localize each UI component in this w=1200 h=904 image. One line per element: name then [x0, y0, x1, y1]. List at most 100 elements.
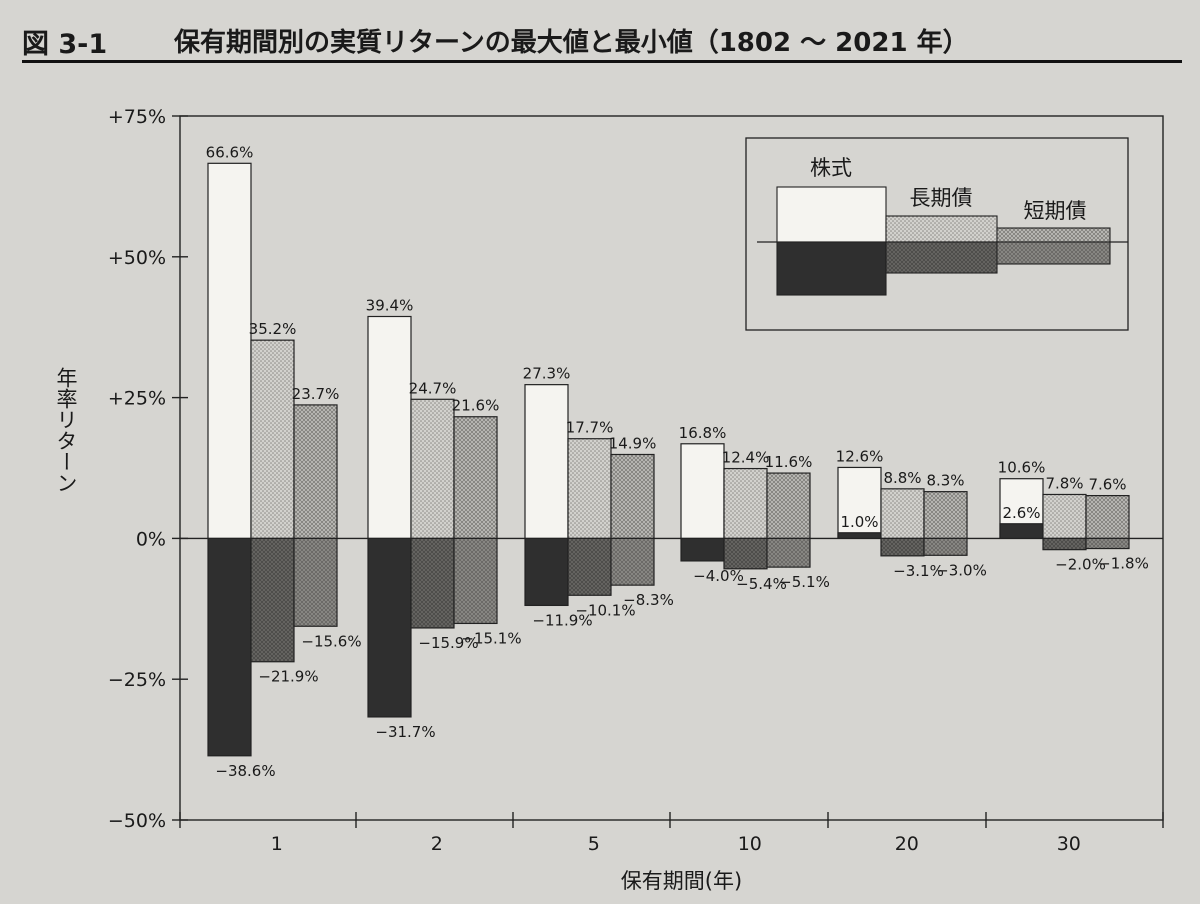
- data-label-min: −15.1%: [461, 629, 521, 647]
- data-label-min: −4.0%: [693, 567, 744, 585]
- bar-max: [680, 443, 725, 540]
- data-label-min: −1.8%: [1098, 555, 1149, 573]
- data-label-min: −5.4%: [736, 575, 787, 593]
- bar-min: [880, 537, 925, 557]
- data-label-min: −8.3%: [623, 591, 674, 609]
- bar-max: [367, 315, 412, 540]
- x-tick-label: 30: [1057, 833, 1081, 855]
- x-axis-title: 保有期間(年): [621, 869, 742, 893]
- plot-frame: [179, 115, 1164, 821]
- bar-min: [923, 537, 968, 556]
- bar-max: [293, 404, 338, 539]
- bar-max: [207, 162, 252, 539]
- data-label-max: 14.9%: [609, 434, 657, 452]
- bar-max: [1042, 493, 1087, 539]
- data-label-max: 39.4%: [366, 296, 414, 314]
- x-tick-label: 10: [738, 833, 762, 855]
- figure-header: 図 3-1 保有期間別の実質リターンの最大値と最小値（1802 ～ 2021 年…: [22, 14, 1182, 70]
- data-label-max: 35.2%: [249, 320, 297, 338]
- bar-max: [567, 438, 612, 539]
- data-label-min: −3.1%: [893, 562, 944, 580]
- data-label-max: 24.7%: [409, 379, 457, 397]
- bar-min: [610, 537, 655, 586]
- legend-swatch-min: [776, 241, 887, 296]
- data-label-min: 2.6%: [1002, 504, 1040, 522]
- data-label-max: 7.6%: [1088, 476, 1126, 494]
- data-label-min: −2.0%: [1055, 556, 1106, 574]
- bar-min: [293, 537, 338, 627]
- bar-min: [1085, 537, 1130, 550]
- data-label-min: −5.1%: [779, 573, 830, 591]
- data-label-max: 23.7%: [292, 385, 340, 403]
- data-label-min: −3.0%: [936, 561, 987, 579]
- bar-min: [723, 537, 768, 570]
- data-label-max: 8.3%: [926, 472, 964, 490]
- data-label-max: 27.3%: [523, 365, 571, 383]
- figure-number: 図 3-1: [22, 29, 108, 60]
- x-tick-label: 5: [588, 833, 600, 855]
- data-label-min: −38.6%: [215, 762, 275, 780]
- data-label-max: 10.6%: [998, 459, 1046, 477]
- bar-min: [999, 523, 1044, 539]
- legend-swatch-min: [996, 241, 1111, 265]
- y-axis-title: 年率リターン: [54, 367, 78, 493]
- legend-label: 長期債: [910, 186, 973, 210]
- bar-min: [567, 537, 612, 596]
- x-tick-label: 2: [431, 833, 443, 855]
- bar-min: [1042, 537, 1087, 551]
- data-label-min: 1.0%: [840, 513, 878, 531]
- data-label-min: −10.1%: [575, 601, 635, 619]
- data-label-min: −21.9%: [258, 668, 318, 686]
- bar-max: [766, 472, 811, 539]
- data-label-min: −11.9%: [532, 611, 592, 629]
- legend-swatch-max: [996, 227, 1111, 243]
- bar-min: [207, 537, 252, 757]
- data-label-max: 21.6%: [452, 397, 500, 415]
- bar-max: [250, 339, 295, 539]
- bar-min: [453, 537, 498, 625]
- bar-min: [680, 537, 725, 562]
- data-label-max: 16.8%: [679, 424, 727, 442]
- x-tick-label: 20: [895, 833, 919, 855]
- y-tick-label: −25%: [108, 669, 166, 691]
- data-label-min: −15.6%: [301, 632, 361, 650]
- data-label-max: 12.6%: [836, 447, 884, 465]
- data-label-max: 66.6%: [206, 143, 254, 161]
- data-label-max: 11.6%: [765, 453, 813, 471]
- bar-max: [453, 416, 498, 540]
- legend-box: [745, 137, 1129, 331]
- bar-max: [410, 398, 455, 540]
- bar-min: [410, 537, 455, 629]
- y-tick-label: −50%: [108, 810, 166, 832]
- legend-label: 株式: [810, 156, 852, 180]
- y-tick-label: +25%: [108, 388, 166, 410]
- data-label-min: −15.9%: [418, 634, 478, 652]
- y-tick-label: +75%: [108, 106, 166, 128]
- bar-min: [837, 532, 882, 540]
- bar-max: [923, 491, 968, 539]
- bar-max: [880, 488, 925, 540]
- bar-min: [367, 537, 412, 718]
- bar-min: [524, 537, 569, 607]
- bar-max: [524, 384, 569, 539]
- legend-swatch-max: [885, 215, 998, 243]
- bar-max: [1085, 494, 1130, 540]
- data-label-max: 12.4%: [722, 449, 770, 467]
- bar-max: [610, 453, 655, 539]
- legend-swatch-min: [885, 241, 998, 274]
- data-label-max: 8.8%: [883, 469, 921, 487]
- bar-max: [723, 467, 768, 540]
- legend-label: 短期債: [1024, 199, 1087, 223]
- y-tick-label: +50%: [108, 247, 166, 269]
- data-label-min: −31.7%: [375, 723, 435, 741]
- data-label-max: 17.7%: [566, 419, 614, 437]
- x-tick-label: 1: [271, 833, 283, 855]
- figure-title: 保有期間別の実質リターンの最大値と最小値（1802 ～ 2021 年）: [174, 28, 969, 58]
- bar-min: [766, 537, 811, 568]
- legend-swatch-max: [776, 186, 887, 243]
- bar-min: [250, 537, 295, 663]
- header-rule: [22, 60, 1182, 63]
- y-tick-label: 0%: [136, 528, 166, 550]
